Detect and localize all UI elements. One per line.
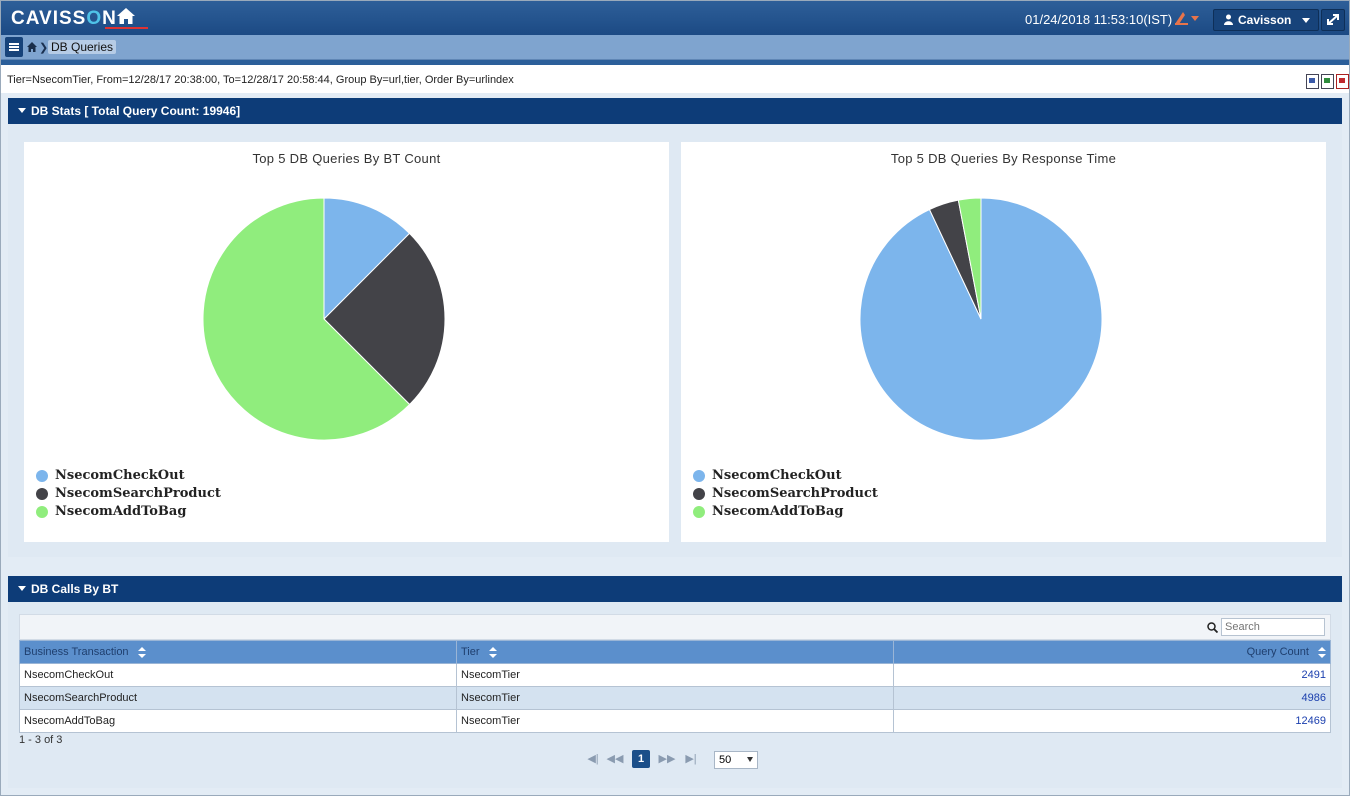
chart-card-response-time: Top 5 DB Queries By Response Time Nsecom… <box>681 142 1326 542</box>
cell-business-transaction: NsecomSearchProduct <box>19 686 457 710</box>
db-calls-table: Business Transaction Tier Query Count Ns <box>19 640 1331 733</box>
chevron-down-icon <box>1302 18 1310 23</box>
page-size-value: 50 <box>719 754 732 766</box>
column-header-label: Business Transaction <box>24 646 129 658</box>
pie-slice-nsecomcheckout[interactable] <box>323 197 411 321</box>
collapse-icon <box>18 108 26 113</box>
breadcrumb: ❯ DB Queries <box>1 35 1349 60</box>
legend-swatch <box>693 506 705 518</box>
breadcrumb-current[interactable]: DB Queries <box>48 40 117 54</box>
legend-swatch <box>693 470 705 482</box>
db-calls-title: DB Calls By BT <box>31 582 119 596</box>
legend-swatch <box>36 470 48 482</box>
filter-summary: Tier=NsecomTier, From=12/28/17 20:38:00,… <box>7 74 514 86</box>
sort-icon <box>1318 646 1326 658</box>
page-number[interactable]: 1 <box>632 750 650 768</box>
cell-tier: NsecomTier <box>456 709 894 733</box>
export-word-icon[interactable] <box>1306 74 1319 89</box>
table-toolbar <box>19 614 1331 640</box>
user-icon <box>1224 14 1233 25</box>
legend-label: NsecomCheckOut <box>55 468 185 483</box>
datetime: 01/24/2018 11:53:10(IST) <box>1025 12 1173 27</box>
user-menu-button[interactable]: Cavisson <box>1213 9 1319 31</box>
chart-title: Top 5 DB Queries By Response Time <box>890 151 1117 166</box>
column-header-business-transaction[interactable]: Business Transaction <box>19 640 457 664</box>
record-count: 1 - 3 of 3 <box>19 734 63 746</box>
breadcrumb-home-icon[interactable] <box>27 42 37 52</box>
hamburger-menu-button[interactable] <box>5 37 23 57</box>
user-label: Cavisson <box>1238 13 1292 27</box>
cell-query-count-link[interactable]: 4986 <box>893 686 1331 710</box>
export-excel-icon[interactable] <box>1321 74 1334 89</box>
legend-swatch <box>36 506 48 518</box>
prev-page-icon[interactable]: ◀◀ <box>606 753 624 765</box>
header-stripe <box>1 60 1349 65</box>
pie-chart-bt-count <box>202 197 446 441</box>
home-icon[interactable] <box>116 7 136 25</box>
cell-query-count-link[interactable]: 12469 <box>893 709 1331 733</box>
alert-icon[interactable] <box>1173 10 1203 26</box>
legend-swatch <box>36 488 48 500</box>
first-page-icon[interactable]: ◀| <box>587 753 599 765</box>
cell-business-transaction: NsecomCheckOut <box>19 663 457 687</box>
cell-tier: NsecomTier <box>456 663 894 687</box>
search-icon <box>1207 622 1218 633</box>
chart-card-bt-count: Top 5 DB Queries By BT Count NsecomCheck… <box>24 142 669 542</box>
db-stats-header[interactable]: DB Stats [ Total Query Count: 19946] <box>8 98 1342 124</box>
chart-title: Top 5 DB Queries By BT Count <box>252 151 441 166</box>
legend-label: NsecomAddToBag <box>712 504 844 519</box>
legend-swatch <box>693 488 705 500</box>
legend-label: NsecomSearchProduct <box>712 486 878 501</box>
collapse-icon <box>18 586 26 591</box>
legend-label: NsecomCheckOut <box>712 468 842 483</box>
pie-slice-nsecomaddtobag[interactable] <box>202 197 411 441</box>
column-header-tier[interactable]: Tier <box>456 640 894 664</box>
column-header-label: Query Count <box>1246 646 1309 658</box>
legend-label: NsecomSearchProduct <box>55 486 221 501</box>
last-page-icon[interactable]: ▶| <box>685 753 697 765</box>
column-header-query-count[interactable]: Query Count <box>893 640 1331 664</box>
table-row[interactable]: NsecomAddToBag NsecomTier 12469 <box>19 709 1331 733</box>
table-row[interactable]: NsecomSearchProduct NsecomTier 4986 <box>19 686 1331 710</box>
cell-business-transaction: NsecomAddToBag <box>19 709 457 733</box>
search-input[interactable] <box>1221 618 1325 636</box>
chevron-down-icon <box>747 757 753 762</box>
export-pdf-icon[interactable] <box>1336 74 1349 89</box>
cell-query-count-link[interactable]: 2491 <box>893 663 1331 687</box>
pie-slice-nsecomaddtobag[interactable] <box>957 197 982 320</box>
legend-label: NsecomAddToBag <box>55 504 187 519</box>
fullscreen-button[interactable] <box>1321 9 1345 31</box>
cell-tier: NsecomTier <box>456 686 894 710</box>
sort-icon <box>488 646 497 658</box>
home-underline <box>105 27 148 29</box>
filter-bar: Tier=NsecomTier, From=12/28/17 20:38:00,… <box>1 65 1349 93</box>
pie-chart-response-time <box>859 197 1103 441</box>
top-bar: CAVISSON 01/24/2018 11:53:10(IST) Caviss… <box>1 1 1349 35</box>
sort-icon <box>137 646 146 658</box>
db-stats-title: DB Stats [ Total Query Count: 19946] <box>31 104 241 118</box>
table-row[interactable]: NsecomCheckOut NsecomTier 2491 <box>19 663 1331 687</box>
db-calls-header[interactable]: DB Calls By BT <box>8 576 1342 602</box>
pie-slice-nsecomsearchproduct[interactable] <box>323 232 446 406</box>
logo: CAVISSON <box>11 8 117 29</box>
column-header-label: Tier <box>461 646 480 658</box>
expand-icon <box>1327 14 1339 25</box>
breadcrumb-separator-icon: ❯ <box>39 42 49 54</box>
next-page-icon[interactable]: ▶▶ <box>658 753 676 765</box>
page-size-select[interactable]: 50 <box>714 751 758 769</box>
